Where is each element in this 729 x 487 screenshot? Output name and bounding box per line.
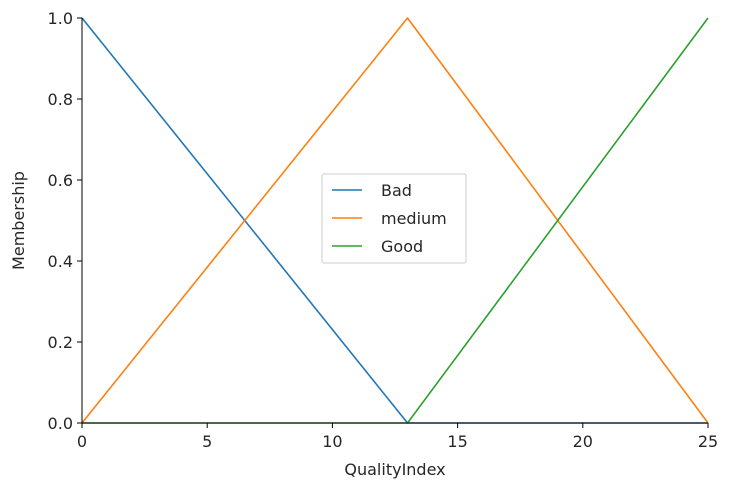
- legend: Bad medium Good: [321, 173, 467, 264]
- y-tick-label: 0.2: [48, 333, 73, 352]
- x-tick-label: 5: [202, 432, 212, 451]
- y-ticks: 0.0 0.2 0.4 0.6 0.8 1.0: [48, 9, 82, 433]
- x-tick-label: 25: [698, 432, 718, 451]
- x-axis-label: QualityIndex: [344, 460, 445, 479]
- legend-entries: Bad medium Good: [332, 181, 447, 256]
- legend-label-bad: Bad: [381, 181, 412, 200]
- legend-label-medium: medium: [381, 209, 447, 228]
- y-tick-label: 0.0: [48, 414, 73, 433]
- y-tick-label: 1.0: [48, 9, 73, 28]
- legend-box: [321, 173, 467, 264]
- legend-label-good: Good: [381, 237, 423, 256]
- series-line-medium: [81, 17, 709, 424]
- x-ticks: 0 5 10 15 20 25: [77, 423, 718, 451]
- axes: [81, 18, 708, 424]
- y-axis-label: Membership: [9, 171, 28, 270]
- y-tick-label: 0.8: [48, 90, 73, 109]
- x-tick-label: 0: [77, 432, 87, 451]
- x-tick-label: 20: [573, 432, 593, 451]
- x-tick-label: 10: [322, 432, 342, 451]
- x-tick-label: 15: [447, 432, 467, 451]
- y-tick-label: 0.4: [48, 252, 73, 271]
- y-tick-label: 0.6: [48, 171, 73, 190]
